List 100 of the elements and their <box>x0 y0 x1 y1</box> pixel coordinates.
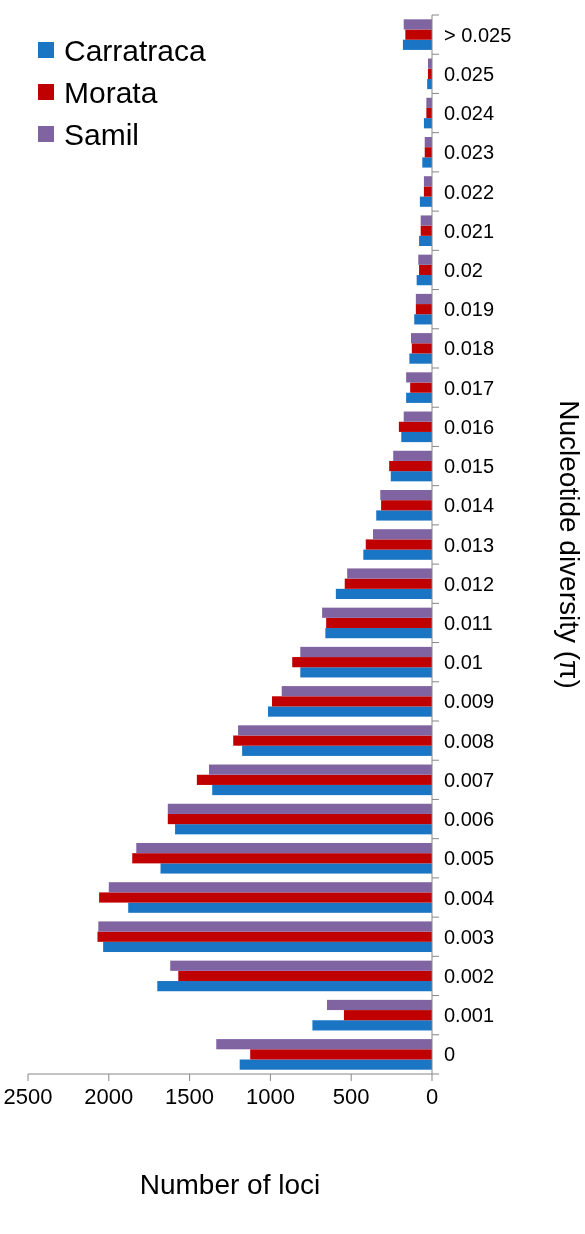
bar <box>373 529 432 540</box>
y-axis-title: Nucleotide diversity (π) <box>554 400 585 689</box>
bar <box>401 431 432 443</box>
y-tick-label: 0.007 <box>444 768 495 791</box>
bar <box>167 813 432 825</box>
x-tick-label: 1500 <box>165 1084 215 1109</box>
bar <box>344 578 432 589</box>
bar <box>175 824 432 835</box>
bar <box>157 981 432 992</box>
bar <box>389 460 432 472</box>
bar <box>423 186 432 197</box>
legend-label: Samil <box>64 117 140 151</box>
bar <box>381 500 432 511</box>
bar <box>403 19 432 30</box>
bar <box>212 784 432 796</box>
bar <box>312 1020 432 1031</box>
bar <box>160 863 432 874</box>
y-tick-label: 0.016 <box>444 415 495 438</box>
y-tick-label: 0.02 <box>444 258 483 281</box>
bar <box>196 774 432 785</box>
bar <box>419 264 432 276</box>
legend-label: Carratraca <box>64 33 207 67</box>
bar <box>242 745 432 756</box>
bar <box>208 764 432 775</box>
bar <box>390 471 432 482</box>
y-tick-label: 0.021 <box>444 219 495 242</box>
bar <box>216 1039 432 1050</box>
bar <box>326 617 432 629</box>
y-tick-label: 0.019 <box>444 298 495 321</box>
bar <box>410 382 432 393</box>
y-tick-label: 0.004 <box>444 886 495 909</box>
y-tick-label: 0.003 <box>444 925 495 948</box>
y-tick-label: 0.017 <box>444 376 495 399</box>
bar <box>410 333 432 344</box>
bar <box>326 999 432 1011</box>
bar <box>411 343 432 354</box>
y-tick-label: 0.015 <box>444 455 495 478</box>
bar <box>393 450 432 461</box>
bar <box>406 392 432 403</box>
bar <box>406 372 432 383</box>
bar <box>128 902 432 913</box>
bar <box>136 842 432 854</box>
y-tick-label: 0.013 <box>444 533 495 556</box>
bar <box>239 1059 432 1070</box>
bar <box>108 882 432 893</box>
y-tick-label: 0.006 <box>444 808 495 831</box>
bar <box>403 411 432 422</box>
bar <box>322 607 432 618</box>
bar <box>376 510 432 521</box>
x-tick-label: 500 <box>332 1084 370 1109</box>
bar <box>238 725 432 736</box>
legend-label: Morata <box>64 75 158 109</box>
y-tick-label: 0.023 <box>444 141 495 164</box>
bar <box>97 931 432 942</box>
bar <box>415 293 432 305</box>
y-tick-label: 0.018 <box>444 337 495 360</box>
bar <box>281 686 432 697</box>
x-tick-label: 2000 <box>84 1084 134 1109</box>
y-tick-label: 0.014 <box>444 494 495 517</box>
bar <box>300 646 432 658</box>
y-tick-label: 0.011 <box>444 611 493 634</box>
bar <box>98 921 432 932</box>
bar <box>167 803 432 814</box>
bar <box>267 706 432 717</box>
bar <box>99 892 432 903</box>
y-tick-label: 0.024 <box>444 102 495 125</box>
y-tick-label: 0.001 <box>444 1004 495 1027</box>
bar <box>335 588 432 600</box>
bar <box>170 960 432 971</box>
x-axis-title: Number of loci <box>139 1169 321 1200</box>
bar <box>250 1049 432 1060</box>
bar <box>405 29 432 40</box>
bar <box>272 696 432 707</box>
bar <box>420 215 432 226</box>
bar <box>347 568 432 579</box>
bar <box>103 941 432 953</box>
y-tick-label: 0.002 <box>444 964 495 987</box>
x-tick-label: 0 <box>425 1084 439 1109</box>
bar <box>233 735 432 746</box>
y-tick-label: 0.005 <box>444 847 495 870</box>
bar <box>414 314 432 325</box>
y-tick-label: 0.008 <box>444 729 495 752</box>
bar <box>343 1010 432 1021</box>
bar <box>380 489 432 501</box>
y-tick-label: > 0.025 <box>444 23 512 46</box>
y-tick-label: 0 <box>444 1043 456 1066</box>
bar <box>402 39 432 50</box>
bar <box>419 235 432 247</box>
bar <box>409 353 432 364</box>
bar <box>422 157 432 168</box>
bar <box>415 304 432 315</box>
y-tick-label: 0.025 <box>444 62 495 85</box>
bar <box>325 628 432 639</box>
x-tick-label: 1000 <box>245 1084 295 1109</box>
y-tick-label: 0.01 <box>444 651 483 674</box>
x-tick-label: 2500 <box>3 1084 53 1109</box>
bar <box>398 421 432 432</box>
bar <box>418 254 432 265</box>
bar <box>363 549 432 560</box>
y-tick-label: 0.009 <box>444 690 495 713</box>
